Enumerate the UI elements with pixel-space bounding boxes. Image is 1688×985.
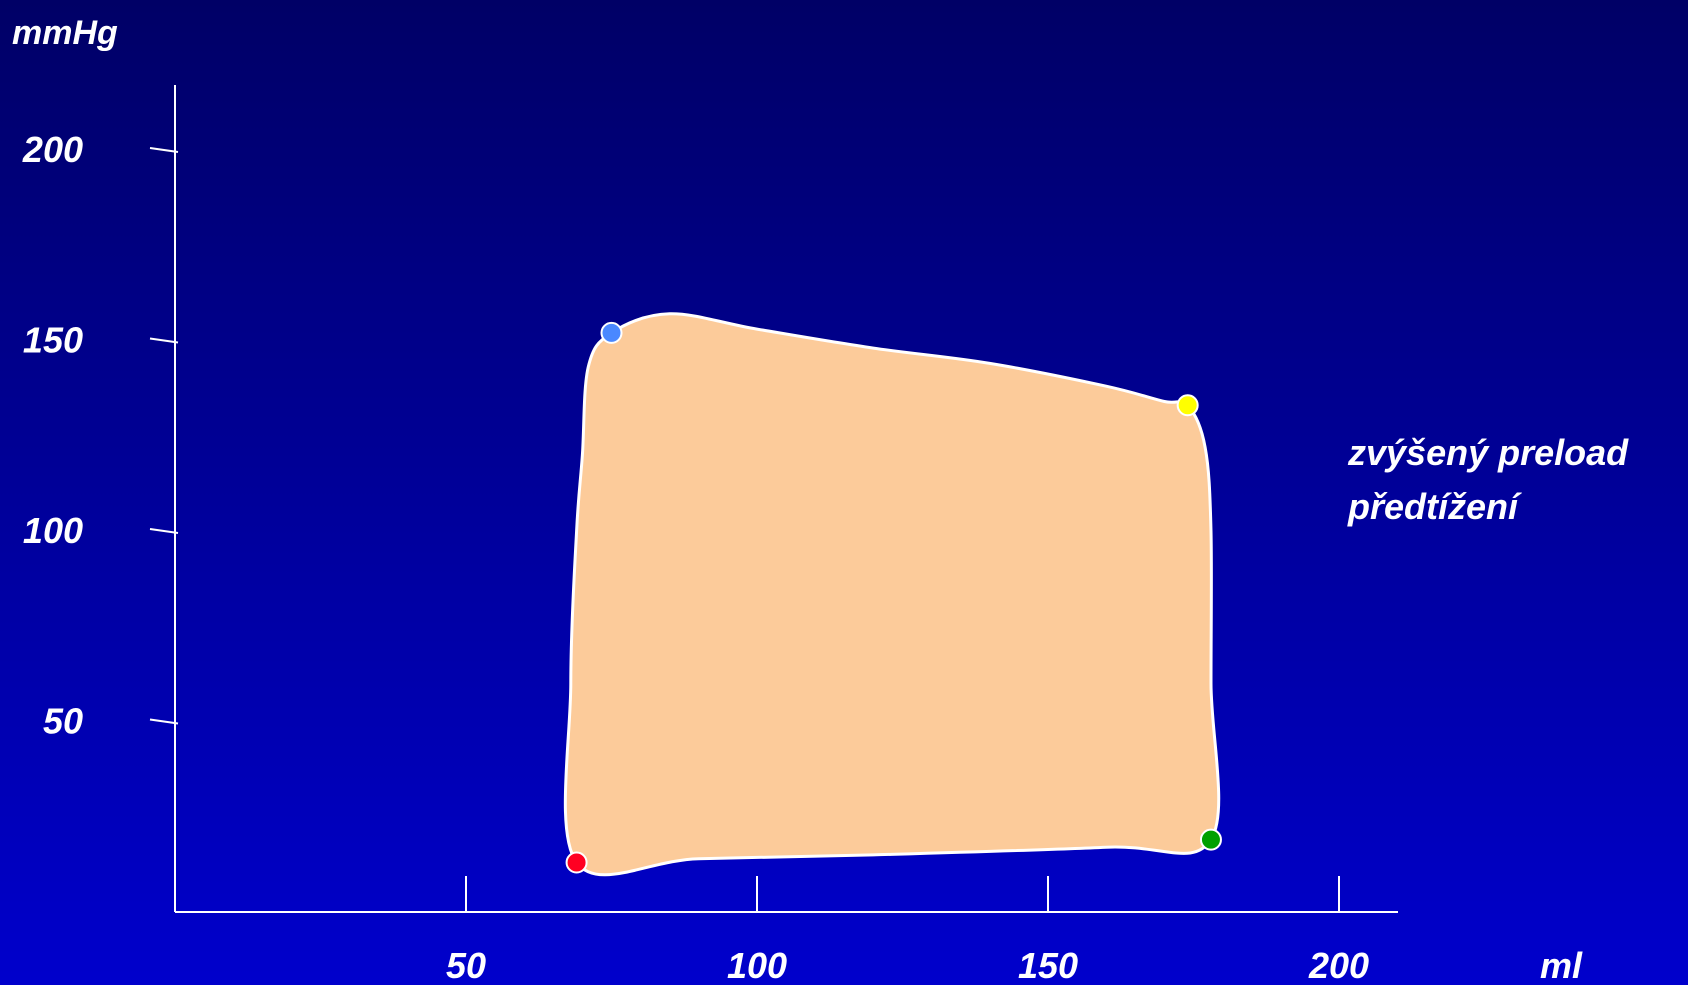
annotation-line-1: zvýšený preload xyxy=(1347,432,1629,473)
annotation-line-2: předtížení xyxy=(1347,486,1522,527)
loop-point-marker xyxy=(1199,828,1222,851)
loop-point-marker xyxy=(1176,394,1199,417)
loop-point-marker xyxy=(600,321,623,344)
y-tick-label: 150 xyxy=(23,320,83,361)
y-tick-label: 200 xyxy=(22,129,83,170)
y-tick-mark xyxy=(149,147,179,153)
y-tick-mark xyxy=(149,528,179,534)
loop-point-marker xyxy=(565,851,588,874)
y-tick-mark xyxy=(149,337,179,344)
y-axis-label: mmHg xyxy=(12,14,118,52)
x-tick-label: 150 xyxy=(1018,945,1078,985)
pv-loop-area xyxy=(563,312,1221,877)
y-tick-label: 100 xyxy=(23,510,83,551)
x-tick-label: 200 xyxy=(1308,945,1369,985)
x-axis-label: ml xyxy=(1540,945,1583,985)
x-tick-label: 50 xyxy=(446,945,486,985)
y-tick-mark xyxy=(149,718,179,725)
y-tick-label: 50 xyxy=(43,701,83,742)
x-tick-label: 100 xyxy=(727,945,787,985)
